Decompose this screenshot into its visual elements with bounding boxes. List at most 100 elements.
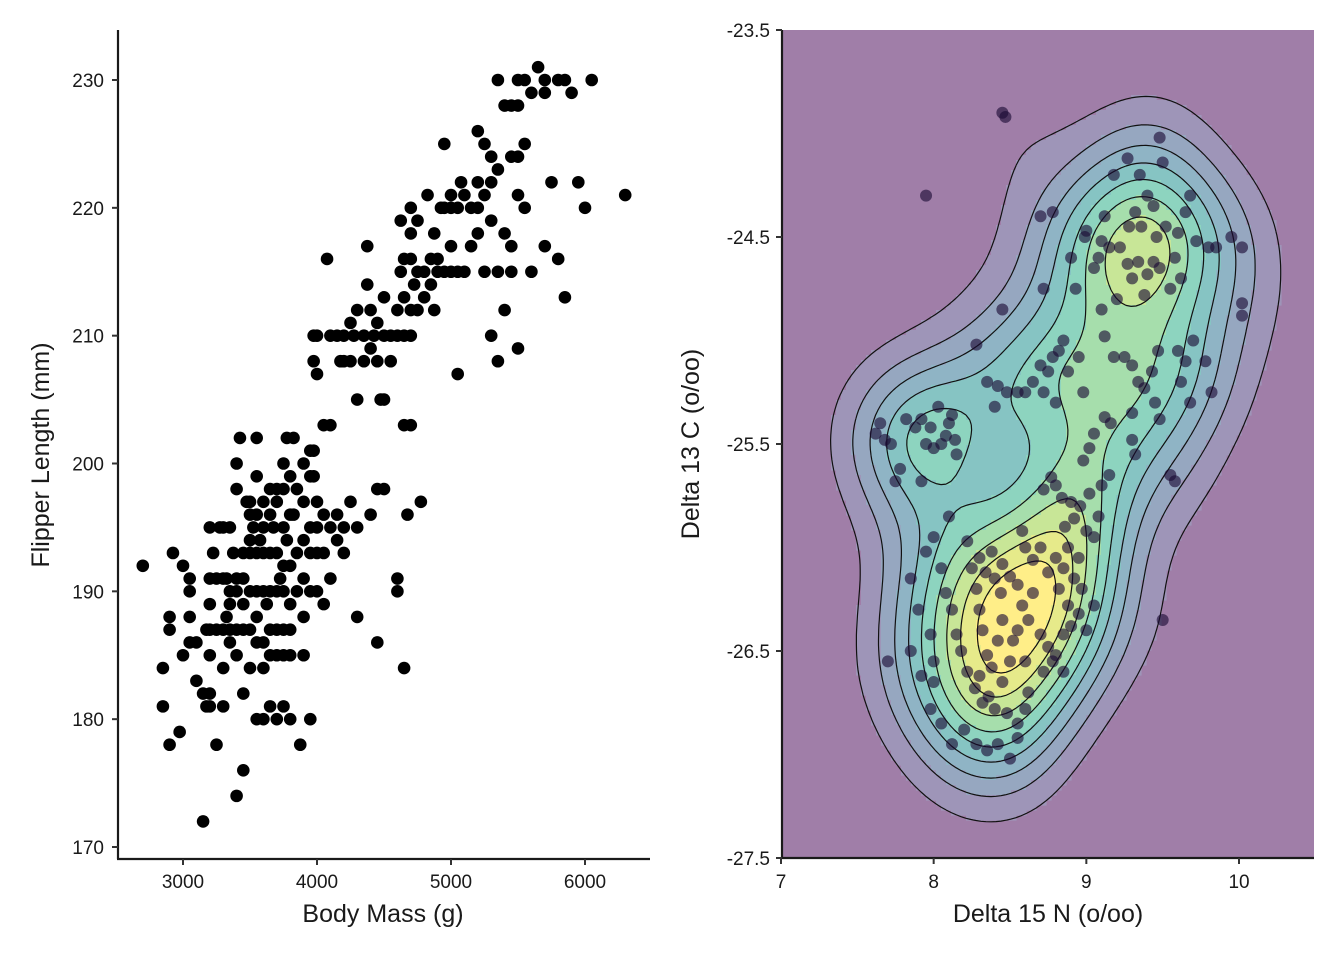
density-cell [841,455,847,461]
density-cell [1006,215,1012,221]
density-cell [1121,430,1127,436]
density-cell [1021,455,1027,461]
density-cell [1106,295,1112,301]
density-cell [1091,355,1097,361]
density-cell [1236,260,1242,266]
density-cell [846,465,852,471]
density-cell [1226,270,1232,276]
density-cell [1116,440,1122,446]
density-cell [1096,130,1102,136]
density-cell [1091,295,1097,301]
density-cell [1016,450,1022,456]
density-cell [1011,320,1017,326]
density-cell [921,340,927,346]
density-cell [1246,260,1252,266]
density-cell [886,350,892,356]
density-cell [951,350,957,356]
density-cell [1091,400,1097,406]
density-cell [851,385,857,391]
density-cell [1201,460,1207,466]
density-cell [1001,270,1007,276]
density-cell [976,415,982,421]
density-cell [1256,295,1262,301]
density-cell [1216,160,1222,166]
density-cell [1051,425,1057,431]
density-cell [1166,300,1172,306]
density-cell [1001,335,1007,341]
density-cell [1011,450,1017,456]
density-cell [1236,340,1242,346]
density-cell [866,370,872,376]
density-cell [1006,285,1012,291]
density-cell [1181,150,1187,156]
density-cell [1236,255,1242,261]
density-cell [1066,170,1072,176]
density-cell [1071,310,1077,316]
density-cell [1231,330,1237,336]
density-cell [1091,220,1097,226]
density-cell [1066,395,1072,401]
density-cell [966,360,972,366]
density-cell [1256,310,1262,316]
density-cell [1166,215,1172,221]
density-cell [986,430,992,436]
density-cell [916,375,922,381]
density-cell [1106,265,1112,271]
density-cell [1236,185,1242,191]
density-cell [1201,420,1207,426]
density-cell [1261,310,1267,316]
density-cell [1091,395,1097,401]
density-cell [1056,180,1062,186]
density-cell [1026,210,1032,216]
density-cell [1146,135,1152,141]
density-cell [1241,410,1247,416]
left-data-point [271,496,284,509]
density-cell [1186,415,1192,421]
density-cell [1251,335,1257,341]
density-cell [1021,285,1027,291]
density-cell [1071,405,1077,411]
density-cell [1161,355,1167,361]
left-data-point [311,496,324,509]
density-cell [1221,320,1227,326]
density-cell [921,400,927,406]
left-data-point [321,253,334,266]
density-cell [1201,395,1207,401]
density-cell [1256,285,1262,291]
density-cell [1221,435,1227,441]
density-cell [1106,140,1112,146]
density-cell [891,455,897,461]
density-cell [1181,315,1187,321]
density-cell [936,415,942,421]
density-cell [931,355,937,361]
density-cell [1186,390,1192,396]
density-cell [1181,130,1187,136]
density-cell [986,315,992,321]
density-cell [1241,390,1247,396]
density-cell [1036,400,1042,406]
density-cell [1216,215,1222,221]
density-cell [1116,385,1122,391]
density-cell [1046,425,1052,431]
density-cell [1026,330,1032,336]
density-cell [926,405,932,411]
density-cell [1231,305,1237,311]
density-cell [1011,275,1017,281]
density-cell [966,395,972,401]
density-cell [1201,160,1207,166]
density-cell [896,390,902,396]
density-cell [1051,245,1057,251]
density-cell [1266,320,1272,326]
left-data-point [478,265,491,278]
density-cell [1086,360,1092,366]
density-cell [981,430,987,436]
density-cell [1196,180,1202,186]
density-cell [1216,380,1222,386]
left-data-point [505,265,518,278]
density-cell [1266,285,1272,291]
density-cell [1246,395,1252,401]
density-cell [1111,380,1117,386]
density-cell [1221,450,1227,456]
density-cell [1016,240,1022,246]
density-cell [1176,200,1182,206]
